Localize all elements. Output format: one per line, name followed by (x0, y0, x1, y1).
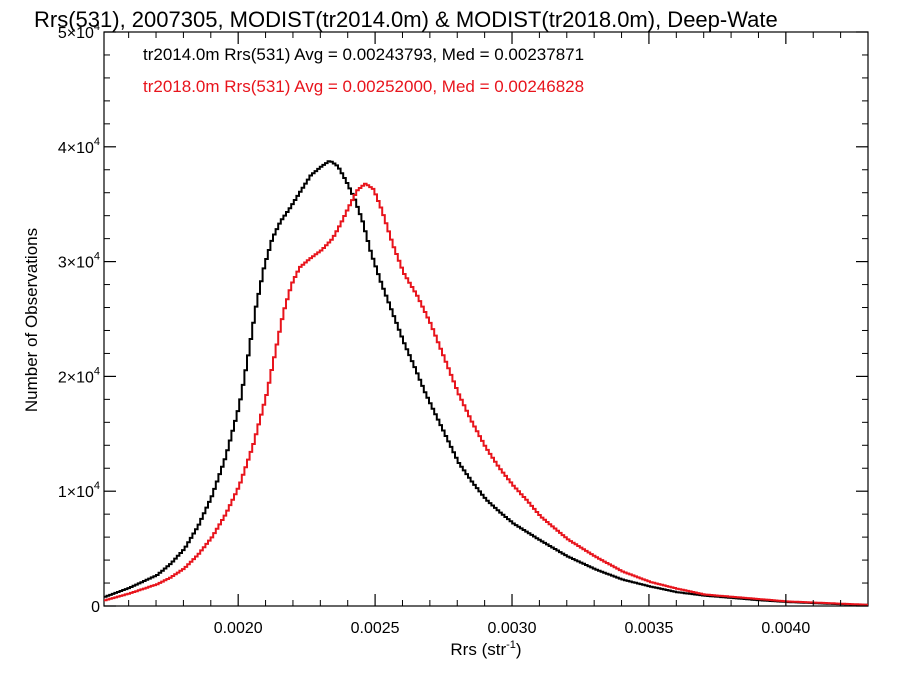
y-axis-label: Number of Observations (22, 228, 41, 412)
x-tick-label: 0.0020 (214, 620, 263, 637)
x-tick-label: 0.0040 (761, 620, 810, 637)
legend-entry-tr2014: tr2014.0m Rrs(531) Avg = 0.00243793, Med… (143, 45, 584, 64)
y-tick-label: 4×104 (58, 136, 100, 157)
y-tick-label: 3×104 (58, 251, 100, 272)
x-axis-ticks: 0.0020 0.0025 0.0030 0.0035 0.0040 (128, 32, 842, 637)
series-layer (104, 160, 868, 606)
x-tick-label: 0.0030 (488, 620, 537, 637)
x-tick-label: 0.0035 (624, 620, 673, 637)
legend-entry-tr2018: tr2018.0m Rrs(531) Avg = 0.00252000, Med… (143, 77, 584, 96)
legend: tr2014.0m Rrs(531) Avg = 0.00243793, Med… (143, 45, 584, 96)
y-axis-ticks: 0 1×104 2×104 3×104 4×104 5×104 (58, 21, 868, 616)
y-tick-label: 1×104 (58, 480, 100, 501)
x-axis-label: Rrs (str-1) (450, 639, 521, 659)
series-line-0 (104, 160, 868, 606)
y-tick-label: 2×104 (58, 365, 100, 386)
plot-area: 0.0020 0.0025 0.0030 0.0035 0.0040 0 1×104 2×1… (58, 21, 869, 637)
y-tick-label: 0 (91, 599, 100, 616)
plot-frame (103, 31, 869, 607)
x-tick-label: 0.0025 (351, 620, 400, 637)
y-tick-label: 5×104 (58, 21, 100, 42)
chart-title: Rrs(531), 2007305, MODIST(tr2014.0m) & M… (34, 7, 778, 32)
series-line-1 (104, 182, 868, 606)
